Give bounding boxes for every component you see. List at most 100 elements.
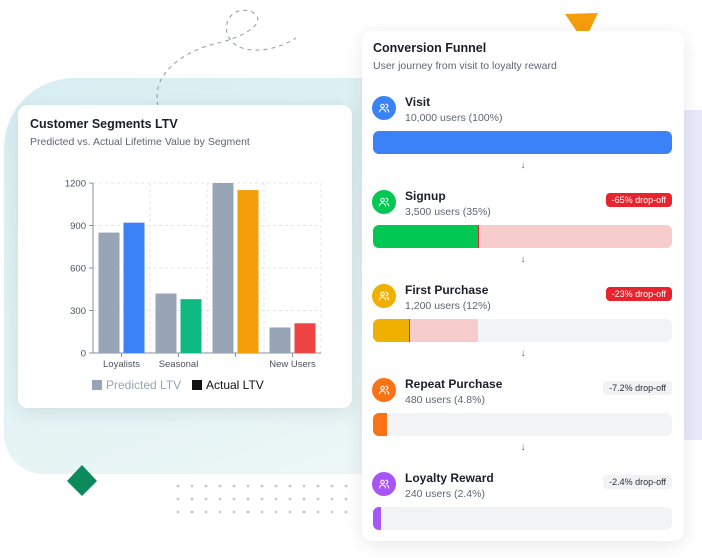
decor-dot: [190, 497, 194, 501]
stage-user-count: 3,500 users (35%): [405, 206, 491, 218]
stage-name: Signup: [405, 189, 446, 203]
drop-off-badge: -7.2% drop-off: [603, 381, 672, 395]
bar-actual-ltv: [237, 190, 259, 353]
decor-dot: [344, 484, 348, 488]
y-tick-label: 0: [81, 349, 86, 360]
decor-dot: [218, 510, 222, 514]
conversion-funnel-card: Conversion Funnel User journey from visi…: [362, 31, 684, 541]
customer-segments-ltv-card: Customer Segments LTV Predicted vs. Actu…: [18, 105, 352, 408]
decor-dot: [330, 497, 334, 501]
legend-label-actual: Actual LTV: [206, 378, 264, 392]
decor-dot: [260, 484, 264, 488]
decor-dot: [232, 510, 236, 514]
decor-dot: [330, 510, 334, 514]
decor-dot: [274, 510, 278, 514]
stage-user-count: 240 users (2.4%): [405, 488, 485, 500]
decor-dot: [204, 484, 208, 488]
stage-drop-off-segment: [477, 225, 672, 248]
stage-progress-track: [373, 413, 672, 436]
stage-drop-off-segment: [408, 319, 478, 342]
decor-dot: [246, 510, 250, 514]
stage-name: First Purchase: [405, 283, 489, 297]
decor-dot: [176, 497, 180, 501]
legend-swatch-predicted: [92, 380, 102, 390]
funnel-title: Conversion Funnel: [373, 41, 487, 55]
decor-dot: [288, 510, 292, 514]
ltv-card-title: Customer Segments LTV: [30, 117, 178, 131]
stage-progress-track: [373, 507, 672, 530]
decor-dot: [316, 484, 320, 488]
stage-progress-fill: [373, 319, 410, 342]
ltv-bar-chart: 0 300 600 900 1200 Loyalists Seasonal New Users…: [65, 179, 322, 392]
bar-actual-ltv: [123, 222, 145, 353]
decor-dot: [260, 497, 264, 501]
chart-legend: Predicted LTV Actual LTV: [92, 378, 264, 392]
funnel-subtitle: User journey from visit to loyalty rewar…: [373, 60, 557, 72]
stage-name: Loyalty Reward: [405, 471, 494, 485]
funnel-stage-signup: Signup 3,500 users (35%) -65% drop-off: [372, 189, 674, 250]
legend-swatch-actual: [192, 380, 202, 390]
dot-grid-decoration: [176, 484, 348, 514]
stage-progress-fill: [373, 225, 479, 248]
stage-user-count: 480 users (4.8%): [405, 394, 485, 406]
y-tick-label: 1200: [65, 179, 86, 190]
funnel-stage-loyalty-reward: Loyalty Reward 240 users (2.4%) -2.4% drop…: [372, 471, 674, 532]
decor-dot: [302, 497, 306, 501]
x-tick-label: New Users: [269, 359, 316, 370]
bar-predicted-ltv: [155, 293, 177, 353]
y-tick-label: 300: [70, 306, 86, 317]
decor-dot: [274, 497, 278, 501]
bar-actual-ltv: [180, 299, 202, 353]
decor-dot: [190, 510, 194, 514]
decor-dot: [288, 497, 292, 501]
funnel-stage-visit: Visit 10,000 users (100%): [372, 95, 674, 156]
decor-dot: [232, 484, 236, 488]
drop-off-badge: -2.4% drop-off: [603, 475, 672, 489]
users-icon: [372, 190, 396, 214]
decor-dot: [204, 497, 208, 501]
decor-dot: [176, 484, 180, 488]
decor-dot: [190, 484, 194, 488]
users-icon: [372, 378, 396, 402]
users-icon: [372, 472, 396, 496]
decor-dot: [316, 510, 320, 514]
funnel-stage-first-purchase: First Purchase 1,200 users (12%) -23% drop…: [372, 283, 674, 344]
decor-dot: [302, 484, 306, 488]
y-tick-label: 600: [70, 264, 86, 275]
funnel-stage-repeat-purchase: Repeat Purchase 480 users (4.8%) -7.2% dro…: [372, 377, 674, 438]
stage-progress-fill: [373, 131, 672, 154]
decor-dot: [288, 484, 292, 488]
decor-dot: [218, 484, 222, 488]
decor-dot: [204, 510, 208, 514]
bar-actual-ltv: [294, 323, 316, 353]
bar-predicted-ltv: [212, 183, 234, 353]
drop-off-badge: -65% drop-off: [605, 193, 672, 207]
stage-user-count: 1,200 users (12%): [405, 300, 491, 312]
stage-progress-fill: [373, 413, 388, 436]
decor-dot: [302, 510, 306, 514]
drop-off-badge: -23% drop-off: [605, 287, 672, 301]
bar-predicted-ltv: [98, 232, 120, 353]
users-icon: [372, 284, 396, 308]
legend-label-predicted: Predicted LTV: [106, 378, 181, 392]
bar-predicted-ltv: [269, 327, 291, 353]
stage-progress-track: [373, 225, 672, 248]
decor-dot: [232, 497, 236, 501]
decor-dot: [344, 497, 348, 501]
y-tick-label: 900: [70, 221, 86, 232]
arrow-down-icon: ↓: [520, 254, 526, 265]
decor-dot: [246, 484, 250, 488]
arrow-down-icon: ↓: [520, 442, 526, 453]
decor-dot: [330, 484, 334, 488]
x-tick-label: Seasonal: [159, 359, 199, 370]
decor-dot: [218, 497, 222, 501]
stage-progress-track: [373, 319, 672, 342]
decor-dot: [274, 484, 278, 488]
users-icon: [372, 96, 396, 120]
decor-dot: [176, 510, 180, 514]
ltv-card-subtitle: Predicted vs. Actual Lifetime Value by S…: [30, 136, 250, 148]
x-tick-label: Loyalists: [103, 359, 140, 370]
stage-name: Repeat Purchase: [405, 377, 503, 391]
decor-dot: [344, 510, 348, 514]
stage-name: Visit: [405, 95, 431, 109]
